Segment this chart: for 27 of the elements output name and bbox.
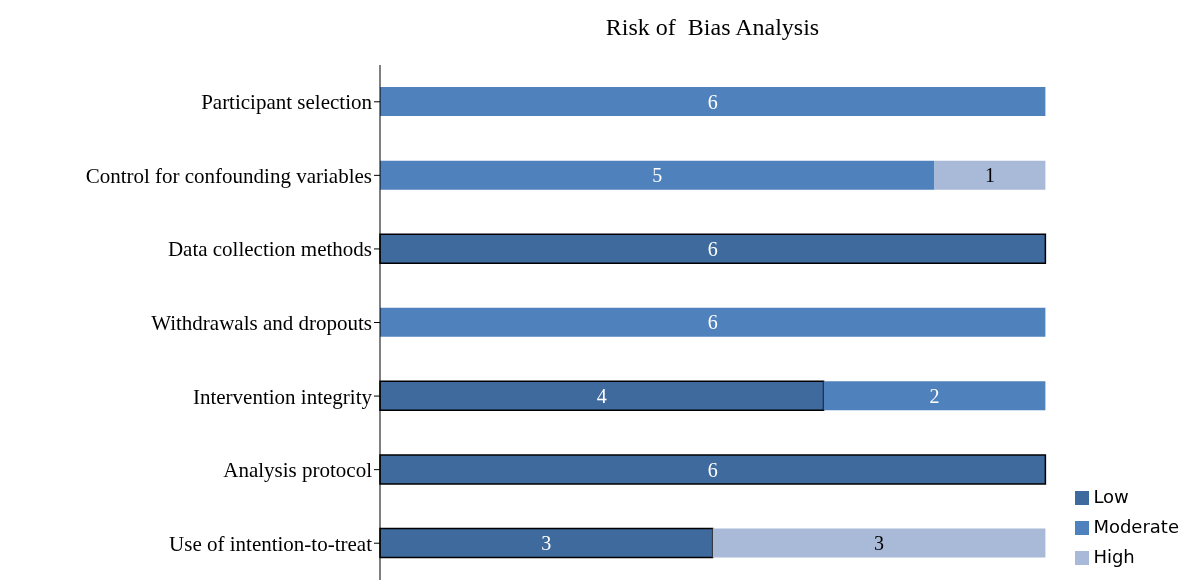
data-label: 6 <box>707 237 718 260</box>
legend-label: High <box>1093 546 1135 567</box>
legend-label: Moderate <box>1093 516 1179 537</box>
data-label: 2 <box>929 384 940 407</box>
bar <box>380 307 1046 337</box>
bar <box>380 87 1046 117</box>
bar <box>712 528 1046 558</box>
y-tick-label: Withdrawals and dropouts <box>151 310 372 335</box>
y-tick-label: Use of intention-to-treat <box>169 531 373 556</box>
data-label: 4 <box>596 384 607 407</box>
bar <box>380 160 935 190</box>
y-tick-label: Analysis protocol <box>223 458 373 483</box>
y-tick-label: Intervention integrity <box>192 384 373 409</box>
data-label: 1 <box>984 164 995 187</box>
data-label: 6 <box>707 458 718 481</box>
legend-label: Low <box>1093 486 1129 507</box>
y-tick-label: Data collection methods <box>167 237 372 262</box>
bar <box>823 381 1046 411</box>
data-label: 3 <box>874 532 885 555</box>
chart-title: Risk of Bias Analysis <box>604 14 821 41</box>
data-label: 6 <box>707 311 718 334</box>
y-tick-label: Participant selection <box>201 90 373 115</box>
data-label: 5 <box>652 164 663 187</box>
bar <box>934 160 1046 190</box>
data-label: 3 <box>541 532 552 555</box>
y-tick-label: Control for confounding variables <box>85 163 372 188</box>
data-label: 6 <box>707 90 718 113</box>
